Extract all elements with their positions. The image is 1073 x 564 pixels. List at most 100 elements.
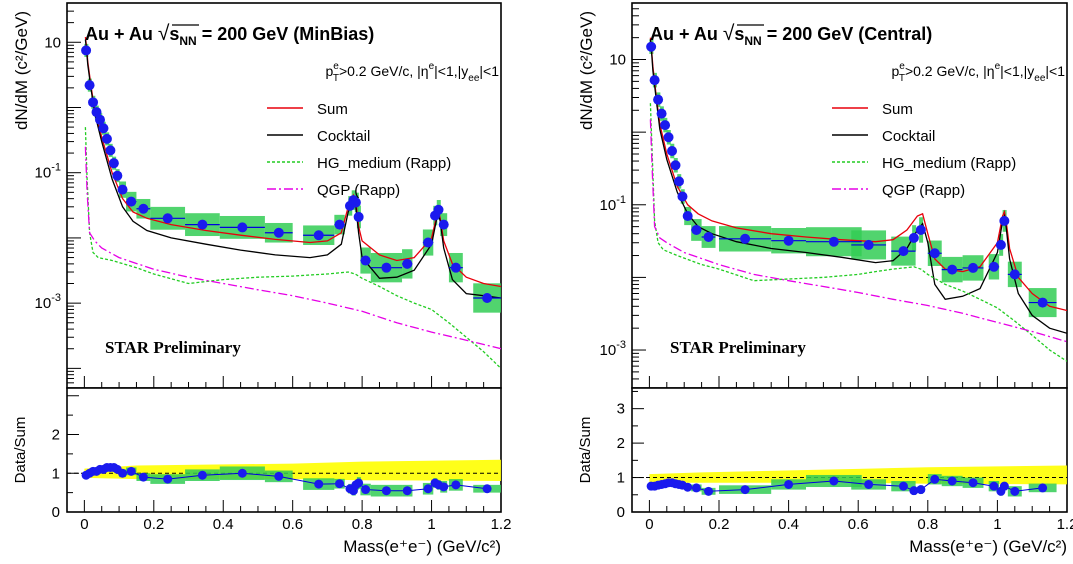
cuts-eta_rest: |<1,|y bbox=[1000, 63, 1034, 79]
ratio-y-tick-label: 0 bbox=[52, 504, 60, 521]
data-point bbox=[646, 41, 657, 52]
x-tick-label: 1 bbox=[993, 516, 1001, 533]
data-point bbox=[703, 231, 714, 242]
data-point bbox=[740, 233, 751, 244]
ratio-data-point bbox=[197, 470, 207, 480]
data-point bbox=[423, 237, 434, 248]
y-tick-label: 10 bbox=[44, 34, 61, 51]
ratio-data-point bbox=[1038, 483, 1048, 493]
ratio-data-point bbox=[237, 468, 247, 478]
data-point bbox=[929, 248, 940, 259]
y-tick-exp: -1 bbox=[616, 194, 626, 206]
data-point bbox=[381, 262, 392, 273]
title-s: s bbox=[169, 24, 179, 44]
x-axis-title: Mass(e⁺e⁻) (GeV/c²) bbox=[343, 537, 501, 556]
x-tick-label: 0.4 bbox=[778, 516, 799, 533]
kinematic-cuts: pe T>0.2 GeV/c, |ηe|<1,|yee|<1 bbox=[891, 61, 1065, 84]
x-tick-label: 0.6 bbox=[282, 516, 303, 533]
data-point bbox=[91, 107, 102, 118]
ratio-data-point bbox=[451, 480, 461, 490]
data-point bbox=[673, 176, 684, 187]
ratio-data-point bbox=[354, 478, 364, 488]
ratio-data-point bbox=[898, 481, 908, 491]
data-point bbox=[88, 97, 99, 108]
legend-label: Cocktail bbox=[317, 128, 370, 145]
ratio-data-point bbox=[968, 478, 978, 488]
ratio-data-point bbox=[482, 484, 492, 494]
y-tick-exp: -3 bbox=[51, 292, 61, 304]
data-point bbox=[828, 236, 839, 247]
ratio-data-point bbox=[1010, 486, 1020, 496]
title-energy: = 200 GeV (MinBias) bbox=[197, 24, 375, 44]
main-plot-frame bbox=[631, 2, 1068, 389]
main-plot-content bbox=[81, 37, 501, 369]
cuts-y_sub: ee bbox=[1034, 73, 1046, 84]
title-s-sub: NN bbox=[744, 34, 761, 48]
title-energy: = 200 GeV (Central) bbox=[762, 24, 933, 44]
data-point bbox=[649, 75, 660, 86]
data-point bbox=[101, 133, 112, 144]
y-tick-label: 10-3 bbox=[35, 292, 61, 312]
y-tick-base: 10 bbox=[609, 52, 626, 69]
data-point bbox=[1037, 297, 1048, 308]
data-point bbox=[81, 45, 92, 56]
data-point bbox=[126, 196, 137, 207]
cuts-eta_rest: |<1,|y bbox=[434, 63, 468, 79]
cuts-y_rest: |<1 bbox=[479, 63, 499, 79]
cuts-p_sup: e bbox=[333, 61, 339, 72]
y-tick-label: 10 bbox=[609, 52, 626, 69]
ratio-data-point bbox=[916, 485, 926, 495]
cuts-eta_sup: e bbox=[429, 61, 435, 72]
ratio-data-point bbox=[784, 479, 794, 489]
y-tick-base: 10 bbox=[35, 295, 52, 312]
data-point bbox=[98, 123, 109, 134]
ratio-data-point bbox=[864, 479, 874, 489]
title-prefix: Au + Au bbox=[85, 24, 158, 44]
x-tick-label: 0 bbox=[645, 516, 653, 533]
data-point bbox=[350, 197, 361, 208]
legend-label: HG_medium (Rapp) bbox=[882, 155, 1016, 172]
series-line-hg-medium-rapp bbox=[649, 103, 1067, 362]
x-tick-label: 1.2 bbox=[491, 516, 512, 533]
chart-title: Au + Au √sNN = 200 GeV (MinBias) bbox=[85, 22, 374, 48]
ratio-data-point bbox=[314, 479, 324, 489]
data-point bbox=[988, 261, 999, 272]
cuts-p_sub: T bbox=[899, 73, 905, 84]
ratio-data-point bbox=[335, 479, 345, 489]
x-tick-label: 0.2 bbox=[143, 516, 164, 533]
data-point bbox=[670, 160, 681, 171]
y-tick-base: 10 bbox=[44, 34, 61, 51]
y-tick-exp: -3 bbox=[616, 339, 626, 351]
ratio-y-tick-label: 0 bbox=[617, 504, 625, 521]
cuts-p_sub: T bbox=[333, 73, 339, 84]
ratio-data-point bbox=[683, 482, 693, 492]
ratio-data-point bbox=[829, 476, 839, 486]
y-axis-title: dN/dM (c²/GeV) bbox=[577, 11, 596, 130]
legend-label: HG_medium (Rapp) bbox=[317, 155, 451, 172]
ratio-data-point bbox=[126, 466, 136, 476]
y-tick-base: 10 bbox=[600, 197, 617, 214]
data-point bbox=[353, 211, 364, 222]
sqrt-symbol: √ bbox=[723, 22, 735, 45]
ratio-plot-content bbox=[67, 459, 501, 497]
x-tick-label: 0.4 bbox=[213, 516, 234, 533]
data-point bbox=[863, 239, 874, 250]
data-point bbox=[1009, 269, 1020, 280]
ratio-data-point bbox=[402, 486, 412, 496]
title-s: s bbox=[734, 24, 744, 44]
x-tick-label: 0.8 bbox=[352, 516, 373, 533]
data-point bbox=[667, 145, 678, 156]
ratio-y-tick-label: 1 bbox=[52, 465, 60, 482]
ratio-y-tick-label: 1 bbox=[617, 470, 625, 487]
legend-label: QGP (Rapp) bbox=[882, 182, 965, 199]
data-point bbox=[108, 158, 119, 169]
cuts-eta_sup: e bbox=[995, 61, 1001, 72]
ratio-data-point bbox=[138, 472, 148, 482]
data-point bbox=[94, 114, 105, 125]
ratio-data-point bbox=[163, 474, 173, 484]
data-point bbox=[691, 224, 702, 235]
data-point bbox=[138, 203, 149, 214]
data-point bbox=[660, 120, 671, 131]
data-point bbox=[112, 170, 123, 181]
cuts-y_rest: |<1 bbox=[1045, 63, 1065, 79]
